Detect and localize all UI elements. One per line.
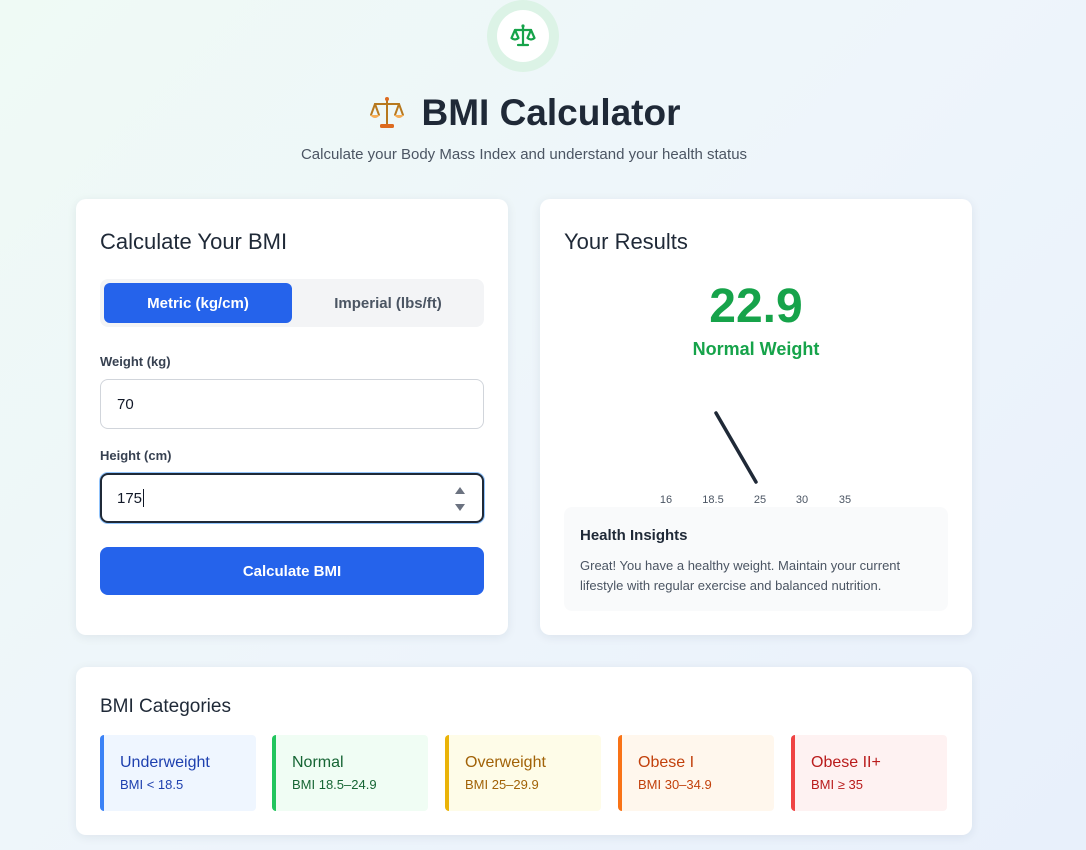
unit-toggle: Metric (kg/cm) Imperial (lbs/ft) xyxy=(100,279,484,327)
gauge-needle xyxy=(714,411,758,484)
health-insights: Health Insights Great! You have a health… xyxy=(564,507,948,611)
gauge-tick-label: 18.5 xyxy=(702,494,723,506)
results-title: Your Results xyxy=(564,229,688,254)
category-name: Obese I xyxy=(638,754,695,771)
page-subtitle: Calculate your Body Mass Index and under… xyxy=(300,146,748,163)
category-name: Normal xyxy=(292,754,344,771)
stepper-down-icon[interactable] xyxy=(455,504,465,511)
height-label: Height (cm) xyxy=(100,448,172,463)
category-name: Overweight xyxy=(465,754,546,771)
category-underweight: Underweight BMI < 18.5 xyxy=(100,735,256,811)
imperial-button[interactable]: Imperial (lbs/ft) xyxy=(334,294,442,312)
number-stepper[interactable] xyxy=(454,487,466,511)
category-range: BMI < 18.5 xyxy=(120,777,184,792)
weight-label: Weight (kg) xyxy=(100,354,171,369)
gauge-tick-label: 25 xyxy=(754,494,766,506)
categories-title: BMI Categories xyxy=(100,696,231,717)
category-obese-2: Obese II+ BMI ≥ 35 xyxy=(791,735,947,811)
logo-badge xyxy=(487,0,559,72)
calculator-title: Calculate Your BMI xyxy=(100,229,288,254)
bmi-gauge: 16 18.5 25 30 35 xyxy=(660,411,851,506)
gauge-tick-label: 35 xyxy=(839,494,851,506)
height-input[interactable]: 175 xyxy=(100,473,484,523)
bmi-value: 22.9 xyxy=(709,280,803,333)
page-title-text: BMI Calculator xyxy=(421,92,681,133)
gauge-tick-label: 30 xyxy=(796,494,808,506)
balance-scale-icon xyxy=(510,24,536,47)
category-range: BMI 18.5–24.9 xyxy=(292,777,377,792)
page-title: BMI Calculator xyxy=(0,92,1048,134)
category-normal: Normal BMI 18.5–24.9 xyxy=(272,735,428,811)
balance-scale-emoji-icon xyxy=(367,93,407,133)
logo-inner xyxy=(497,10,549,62)
categories-list: Underweight BMI < 18.5 Normal BMI 18.5–2… xyxy=(100,735,948,811)
category-range: BMI 30–34.9 xyxy=(638,777,712,792)
category-overweight: Overweight BMI 25–29.9 xyxy=(445,735,601,811)
results-card: Your Results 22.9 Normal Weight 16 18.5 … xyxy=(540,199,972,635)
insights-text: Great! You have a healthy weight. Mainta… xyxy=(580,558,901,593)
category-name: Underweight xyxy=(120,754,210,771)
calculate-button[interactable]: Calculate BMI xyxy=(100,547,484,595)
category-range: BMI ≥ 35 xyxy=(811,777,863,792)
stepper-up-icon[interactable] xyxy=(455,487,465,494)
category-range: BMI 25–29.9 xyxy=(465,777,539,792)
category-obese-1: Obese I BMI 30–34.9 xyxy=(618,735,774,811)
text-caret xyxy=(143,489,145,507)
weight-input[interactable]: 70 xyxy=(100,379,484,429)
categories-card: BMI Categories Underweight BMI < 18.5 No… xyxy=(76,667,972,835)
insights-title: Health Insights xyxy=(580,527,688,544)
calculator-card: Calculate Your BMI Metric (kg/cm) Imperi… xyxy=(76,199,508,635)
category-name: Obese II+ xyxy=(811,754,881,771)
metric-button[interactable]: Metric (kg/cm) xyxy=(104,283,292,323)
bmi-category: Normal Weight xyxy=(692,339,820,359)
height-value: 175 xyxy=(117,489,143,507)
gauge-tick-label: 16 xyxy=(660,494,672,506)
weight-value: 70 xyxy=(117,395,134,413)
